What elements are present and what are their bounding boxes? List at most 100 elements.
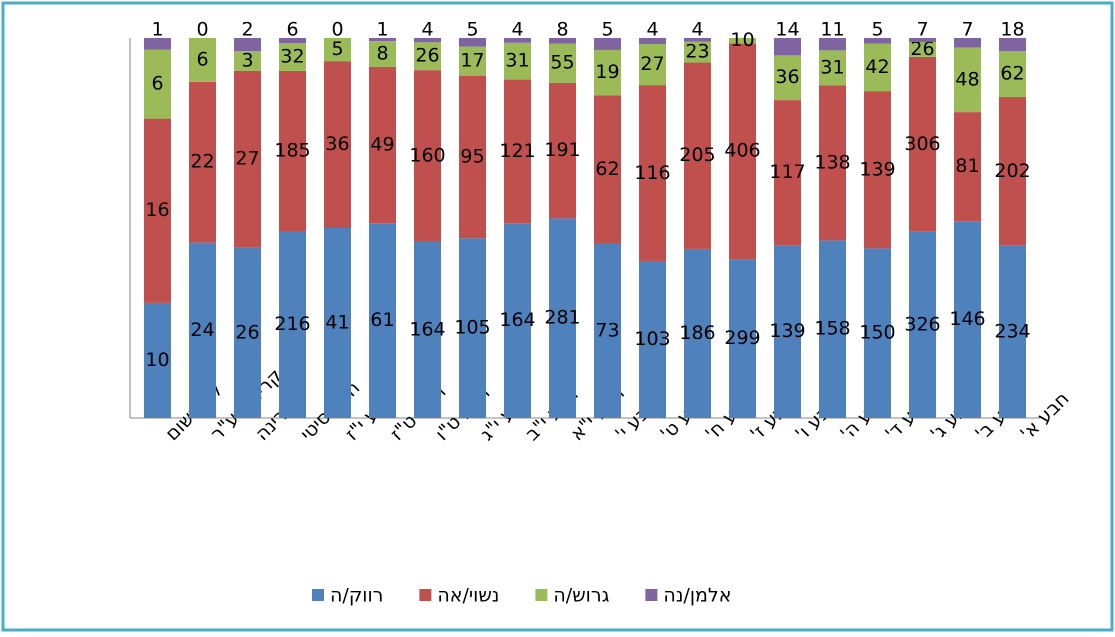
legend-swatch — [312, 589, 324, 601]
data-label: 32 — [280, 46, 304, 68]
bar-segment — [504, 42, 531, 80]
data-label: 117 — [769, 161, 805, 183]
data-label: 138 — [814, 151, 850, 173]
bar-segment — [459, 38, 486, 47]
data-label: 6 — [196, 48, 208, 70]
data-label: 22 — [190, 151, 214, 173]
bar-segment — [999, 38, 1026, 52]
legend-swatch — [419, 589, 432, 601]
data-label: 281 — [544, 307, 580, 329]
data-label: 299 — [724, 327, 760, 349]
data-label: 150 — [859, 322, 895, 344]
data-label: 7 — [916, 19, 928, 41]
bar-segment — [144, 38, 171, 50]
data-label: 10 — [145, 349, 169, 371]
bar-segment — [234, 70, 261, 248]
data-label: 306 — [904, 133, 940, 155]
bar-segment — [324, 228, 351, 418]
data-label: 17 — [460, 50, 484, 72]
data-label: 406 — [724, 140, 760, 162]
bar-segment — [549, 43, 576, 83]
bar-segment — [774, 100, 801, 246]
bar-segment — [324, 38, 351, 62]
data-label: 11 — [820, 19, 844, 41]
data-label: 16 — [145, 199, 169, 221]
bar-segment — [459, 75, 486, 239]
bar-segment — [189, 81, 216, 243]
bar-segment — [774, 245, 801, 418]
data-label: 216 — [274, 313, 310, 335]
bar-segment — [819, 50, 846, 86]
bar-segment — [459, 238, 486, 418]
data-label: 105 — [454, 317, 490, 339]
bar-segment — [774, 38, 801, 56]
data-label: 48 — [955, 68, 979, 90]
bar-segment — [279, 231, 306, 418]
bar-segment — [639, 38, 666, 45]
data-label: 326 — [904, 313, 940, 335]
data-label: 185 — [274, 139, 310, 161]
legend-swatch — [645, 589, 658, 601]
data-label: 1 — [151, 19, 163, 41]
data-label: 7 — [961, 19, 973, 41]
legend-label: אלמן/נה — [663, 585, 731, 607]
bar-segment — [864, 43, 891, 92]
legend-label: רווק/ה — [330, 585, 383, 607]
bar-segment — [864, 248, 891, 418]
data-label: 139 — [859, 158, 895, 180]
bar-segment — [459, 46, 486, 76]
data-label: 5 — [331, 38, 343, 60]
bar-segment — [999, 51, 1026, 97]
bar-segment — [954, 112, 981, 222]
data-label: 4 — [421, 19, 433, 41]
bar-segment — [189, 38, 216, 82]
data-label: 160 — [409, 145, 445, 167]
data-label: 164 — [409, 318, 445, 340]
bar-segment — [999, 96, 1026, 246]
bar-segment — [549, 218, 576, 418]
data-label: 61 — [370, 309, 394, 331]
data-label: 36 — [775, 66, 799, 88]
data-label: 5 — [601, 19, 613, 41]
bar-segment — [729, 259, 756, 418]
data-label: 3 — [241, 49, 253, 71]
data-label: 10 — [730, 29, 754, 51]
bar-segment — [279, 70, 306, 232]
data-label: 186 — [679, 322, 715, 344]
data-label: 1 — [376, 19, 388, 41]
bar-segment — [684, 41, 711, 63]
bar-segment — [594, 49, 621, 96]
data-label: 26 — [415, 45, 439, 67]
bar-segment — [369, 38, 396, 42]
bar-segment — [864, 91, 891, 249]
bar-segment — [234, 51, 261, 71]
bar-segment — [954, 38, 981, 48]
data-label: 103 — [634, 328, 670, 350]
data-label: 31 — [505, 50, 529, 72]
bar-segment — [414, 42, 441, 71]
bar-segment — [594, 38, 621, 50]
data-label: 202 — [994, 160, 1030, 182]
bar-segment — [549, 38, 576, 44]
data-label: 62 — [1000, 63, 1024, 85]
data-label: 81 — [955, 155, 979, 177]
data-label: 191 — [544, 139, 580, 161]
data-label: 42 — [865, 56, 889, 78]
data-label: 55 — [550, 52, 574, 74]
data-label: 4 — [511, 19, 523, 41]
data-label: 4 — [691, 19, 703, 41]
bar-segment — [909, 38, 936, 42]
legend-label: נשוי/אה — [437, 585, 499, 607]
bar-segment — [954, 47, 981, 113]
bar-segment — [594, 95, 621, 244]
bar-segment — [414, 38, 441, 43]
legend-label: גרוש/ה — [553, 585, 609, 607]
data-label: 121 — [499, 140, 535, 162]
data-label: 139 — [769, 320, 805, 342]
bar-segment — [549, 82, 576, 219]
data-label: 4 — [646, 19, 658, 41]
bar-segment — [504, 38, 531, 43]
data-label: 31 — [820, 56, 844, 78]
data-label: 5 — [466, 19, 478, 41]
bar-segment — [819, 38, 846, 51]
